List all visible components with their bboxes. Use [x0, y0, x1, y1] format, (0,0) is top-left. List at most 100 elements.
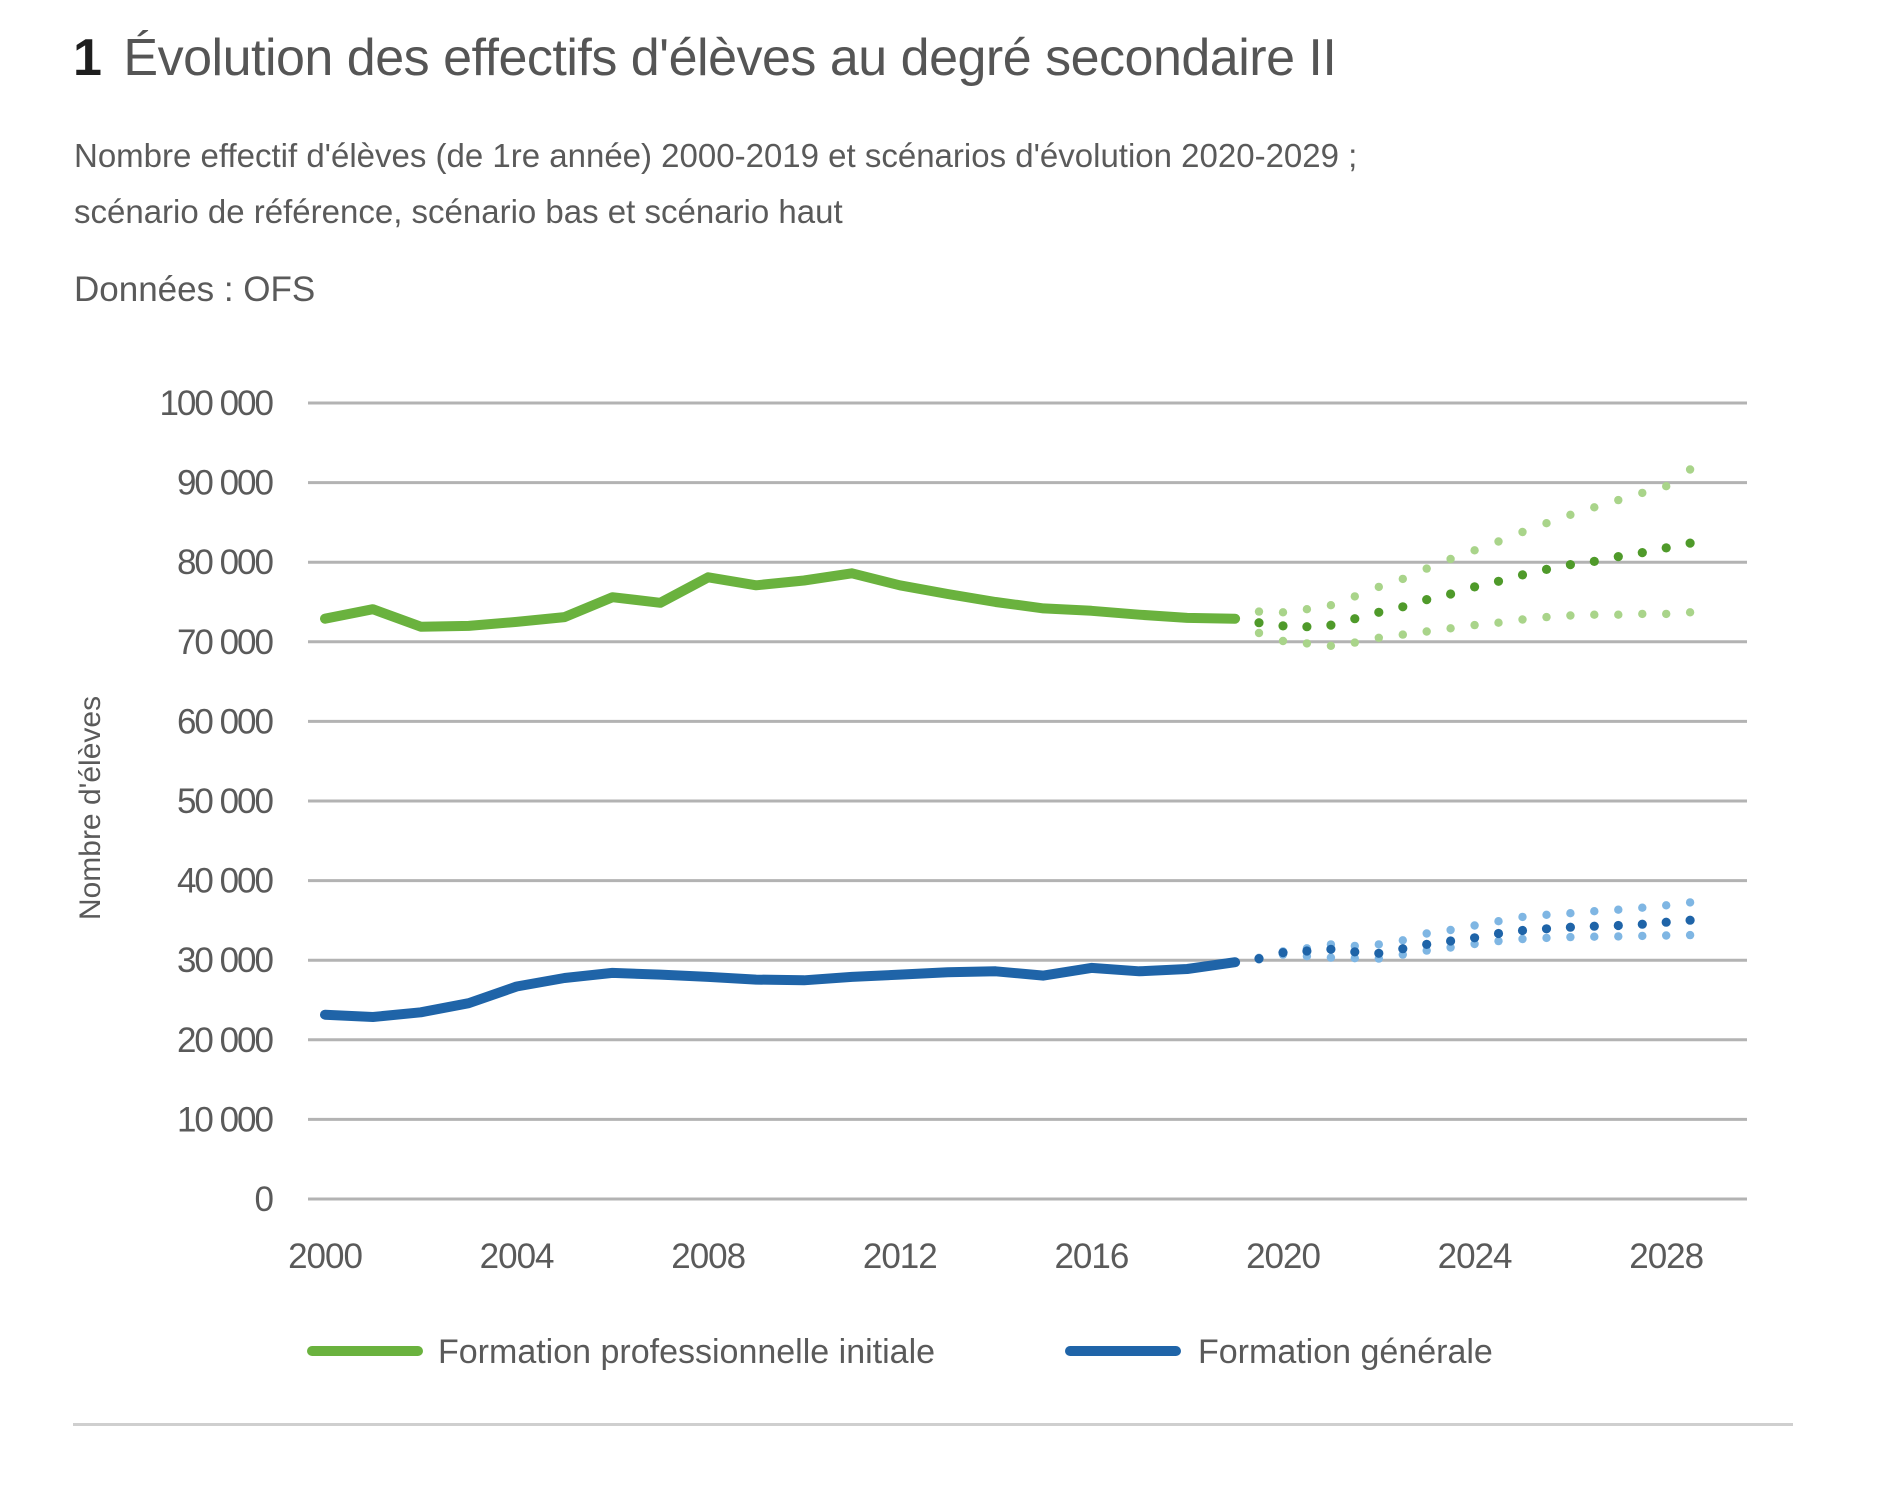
scenario-dot: [1278, 636, 1288, 646]
scenario-dot: [1446, 554, 1455, 564]
scenario-dot: [1565, 922, 1575, 932]
scenario-dot: [1326, 953, 1336, 962]
scenario-dot: [1374, 633, 1384, 642]
scenario-dot: [1446, 936, 1456, 946]
scenario-dot: [1541, 924, 1552, 934]
scenario-dot: [1494, 917, 1503, 926]
chart-subtitle: Nombre effectif d'élèves (de 1re année) …: [74, 128, 1357, 240]
series-layer: [320, 465, 1695, 1022]
legend-label-formation-professionnelle: Formation professionnelle initiale: [438, 1333, 935, 1371]
y-axis-ticks: 0 10 000 20 000 30 000 40 000 50 000 60 000 70 …: [159, 384, 275, 1219]
scenario-dot: [1278, 608, 1288, 617]
scenario-dot: [1638, 609, 1647, 619]
scenario-dot: [1422, 595, 1432, 605]
scenario-dot: [1685, 538, 1695, 548]
scenario-dot: [1374, 582, 1384, 592]
scenario-dot: [1613, 920, 1623, 931]
y-tick-label: 70 000: [177, 623, 274, 662]
scenario-dot: [1398, 574, 1408, 584]
scenario-dot: [1302, 605, 1312, 614]
scenario-dot: [1662, 609, 1671, 619]
scenario-dot: [1518, 912, 1527, 922]
series-dots-formation-generale-scenario-haut: [1254, 898, 1695, 962]
x-axis-ticks: 2000 2004 2008 2012 2016 2020 2024 2028: [288, 1237, 1704, 1276]
scenario-dot: [1614, 610, 1623, 619]
scenario-dot: [1542, 933, 1551, 943]
scenario-dot: [1254, 607, 1264, 616]
scenario-dot: [1517, 925, 1528, 936]
scenario-dot: [1422, 627, 1431, 636]
scenario-dot: [1685, 465, 1695, 474]
scenario-dot: [1685, 930, 1695, 940]
scenario-dot: [1685, 608, 1695, 617]
scenario-dot: [1518, 527, 1527, 537]
scenario-dot: [1590, 907, 1599, 916]
scenario-dot: [1398, 944, 1408, 954]
subtitle-line-1: Nombre effectif d'élèves (de 1re année) …: [74, 137, 1358, 174]
scenario-dot: [1542, 612, 1551, 622]
scenario-dot: [1422, 929, 1431, 938]
scenario-dot: [1470, 546, 1479, 555]
series-line-formation-professionnelle-initiale: [320, 568, 1241, 632]
scenario-dot: [1422, 564, 1431, 573]
scenario-dot: [1661, 543, 1671, 553]
scenario-dot: [1326, 641, 1336, 650]
scenario-dot: [1398, 936, 1408, 945]
scenario-dot: [1494, 936, 1503, 946]
scenario-dot: [1326, 944, 1336, 954]
y-tick-label: 90 000: [177, 464, 274, 503]
series-dots-formation-generale-scenario-de-reference: [1254, 915, 1695, 964]
gridlines: [308, 401, 1747, 1201]
scenario-dot: [1278, 948, 1288, 958]
scenario-dot: [1350, 592, 1360, 601]
x-tick-label: 2008: [671, 1237, 745, 1276]
scenario-dot: [1470, 933, 1480, 943]
scenario-dot: [1350, 954, 1360, 963]
scenario-dot: [1638, 488, 1647, 498]
scenario-dot: [1517, 570, 1528, 580]
scenario-dot: [1398, 602, 1408, 612]
x-tick-label: 2024: [1438, 1237, 1512, 1276]
scenario-dot: [1254, 954, 1264, 964]
x-tick-label: 2028: [1629, 1237, 1703, 1276]
y-tick-label: 30 000: [177, 941, 274, 980]
scenario-dot: [1470, 620, 1479, 630]
scenario-dot: [1302, 622, 1312, 632]
scenario-dot: [1662, 901, 1671, 910]
scenario-dot: [1638, 903, 1647, 912]
scenario-dot: [1589, 921, 1599, 931]
scenario-dot: [1685, 915, 1695, 925]
scenario-dot: [1398, 630, 1408, 639]
scenario-dot: [1589, 556, 1599, 567]
y-tick-label: 80 000: [177, 543, 274, 582]
scenario-dot: [1254, 628, 1264, 638]
scenario-dot: [1638, 931, 1647, 941]
scenario-dot: [1590, 610, 1599, 619]
scenario-dot: [1326, 620, 1336, 630]
scenario-dot: [1542, 519, 1551, 528]
y-tick-label: 100 000: [159, 384, 273, 423]
scenario-dot: [1493, 928, 1504, 939]
scenario-dot: [1350, 947, 1360, 957]
y-tick-label: 0: [255, 1180, 274, 1219]
scenario-dot: [1374, 607, 1384, 617]
scenario-dot: [1662, 482, 1671, 491]
y-tick-label: 50 000: [177, 782, 274, 821]
y-axis-title: Nombre d'élèves: [74, 696, 107, 920]
chart-title: 1 Évolution des effectifs d'élèves au deg…: [73, 28, 1337, 88]
scenario-dot: [1470, 582, 1480, 592]
series-dots-formation-professionnelle-initiale-scenario-haut: [1254, 465, 1695, 617]
x-tick-label: 2000: [288, 1237, 362, 1276]
y-tick-label: 60 000: [177, 702, 274, 741]
scenario-dot: [1637, 548, 1647, 558]
scenario-dot: [1614, 495, 1623, 505]
scenario-dot: [1493, 576, 1504, 586]
scenario-dot: [1446, 589, 1456, 599]
legend: Formation professionnelle initiale Forma…: [307, 1333, 1493, 1371]
bottom-divider: [73, 1423, 1793, 1426]
scenario-dot: [1446, 624, 1455, 633]
scenario-dot: [1662, 931, 1671, 940]
scenario-dot: [1541, 564, 1552, 575]
scenario-dot: [1518, 934, 1527, 944]
